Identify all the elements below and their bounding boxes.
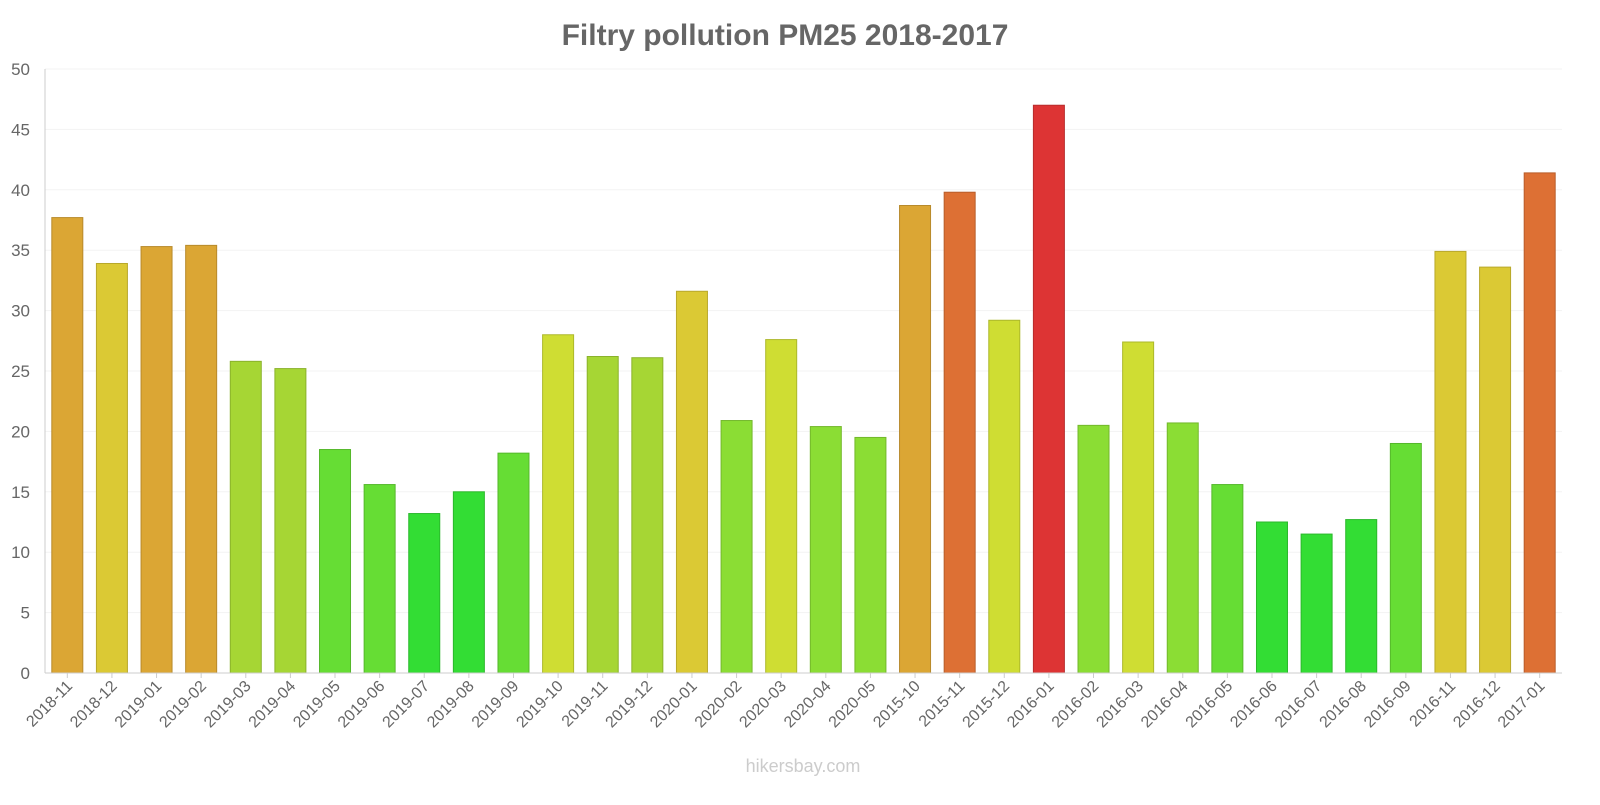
bar-2020-01[interactable] [675,290,708,674]
bar-2015-10[interactable] [899,205,932,674]
y-tick-label: 5 [21,604,30,623]
x-tick-label: 2015-12 [960,678,1014,732]
x-tick-label: 2016-04 [1138,678,1192,732]
chart-title: Filtry pollution PM25 2018-2017 [562,19,1009,52]
x-tick-label: 2020-04 [781,678,835,732]
watermark: hikersbay.com [746,756,861,776]
x-tick-label: 2019-09 [469,678,523,732]
bar-2020-05[interactable] [854,436,887,674]
x-tick-label: 2016-12 [1450,678,1504,732]
bar-2019-12[interactable] [631,357,664,674]
x-tick-label: 2019-04 [246,678,300,732]
y-tick-label: 50 [11,60,30,79]
x-tick-label: 2019-02 [156,678,210,732]
x-tick-label: 2020-05 [826,678,880,732]
bar-2019-07[interactable] [408,513,441,674]
x-tick-label: 2019-10 [513,678,567,732]
x-tick-label: 2018-11 [23,678,76,731]
bar-2019-02[interactable] [185,244,218,674]
x-tick-label: 2019-12 [603,678,657,732]
bar-2015-12[interactable] [988,319,1021,674]
x-tick-label: 2016-02 [1049,678,1103,732]
x-tick-label: 2019-11 [559,678,612,731]
y-tick-label: 30 [11,302,30,321]
x-tick-label: 2016-08 [1317,678,1371,732]
y-tick-label: 45 [11,120,30,139]
x-tick-label: 2015-10 [870,678,924,732]
x-tick-label: 2016-09 [1361,678,1415,732]
x-tick-label: 2016-01 [1004,678,1058,732]
bar-2019-05[interactable] [319,449,352,674]
x-tick-label: 2019-05 [290,678,344,732]
bar-2016-03[interactable] [1122,341,1155,674]
bar-2016-12[interactable] [1479,266,1512,674]
x-tick-label: 2015-11 [916,678,969,731]
y-tick-label: 35 [11,241,30,260]
x-tick-label: 2020-01 [647,678,701,732]
bar-2019-11[interactable] [586,356,619,674]
x-tick-label: 2019-08 [424,678,478,732]
bar-2016-02[interactable] [1077,424,1110,674]
bar-2015-11[interactable] [943,191,976,674]
bar-2020-03[interactable] [765,339,798,674]
bar-2016-08[interactable] [1345,519,1378,674]
bar-2020-02[interactable] [720,420,753,674]
x-tick-label: 2016-07 [1272,678,1326,732]
y-tick-label: 40 [11,181,30,200]
y-tick-label: 20 [11,422,30,441]
bar-2019-10[interactable] [542,334,575,674]
bar-2016-07[interactable] [1300,533,1333,674]
bar-2016-06[interactable] [1255,521,1288,674]
bar-2018-12[interactable] [95,262,128,674]
bar-2019-06[interactable] [363,484,396,674]
bar-2019-03[interactable] [229,360,262,674]
bar-2018-11[interactable] [51,217,84,674]
x-tick-label: 2016-03 [1093,678,1147,732]
x-tick-label: 2018-12 [67,678,121,732]
x-tick-label: 2017-01 [1495,678,1549,732]
x-tick-label: 2016-05 [1183,678,1237,732]
y-tick-label: 25 [11,362,30,381]
bar-2017-01[interactable] [1523,172,1556,674]
bar-2020-04[interactable] [809,426,842,674]
bar-2016-05[interactable] [1211,484,1244,674]
x-tick-label: 2019-07 [380,678,434,732]
x-tick-label: 2019-01 [112,678,166,732]
bar-2019-01[interactable] [140,246,173,674]
y-tick-label: 15 [11,483,30,502]
x-tick-label: 2020-02 [692,678,746,732]
x-tick-label: 2019-03 [201,678,255,732]
bar-2016-01[interactable] [1032,104,1065,674]
bar-2016-04[interactable] [1166,422,1199,674]
y-tick-label: 10 [11,543,30,562]
x-tick-label: 2016-06 [1227,678,1281,732]
x-tick-label: 2016-11 [1407,678,1460,731]
bar-2019-08[interactable] [452,491,485,674]
y-tick-label: 0 [21,664,30,683]
x-tick-label: 2019-06 [335,678,389,732]
bar-2019-09[interactable] [497,452,530,674]
bar-2019-04[interactable] [274,368,307,674]
bar-2016-11[interactable] [1434,250,1467,674]
x-tick-label: 2020-03 [736,678,790,732]
bar-2016-09[interactable] [1389,442,1422,674]
